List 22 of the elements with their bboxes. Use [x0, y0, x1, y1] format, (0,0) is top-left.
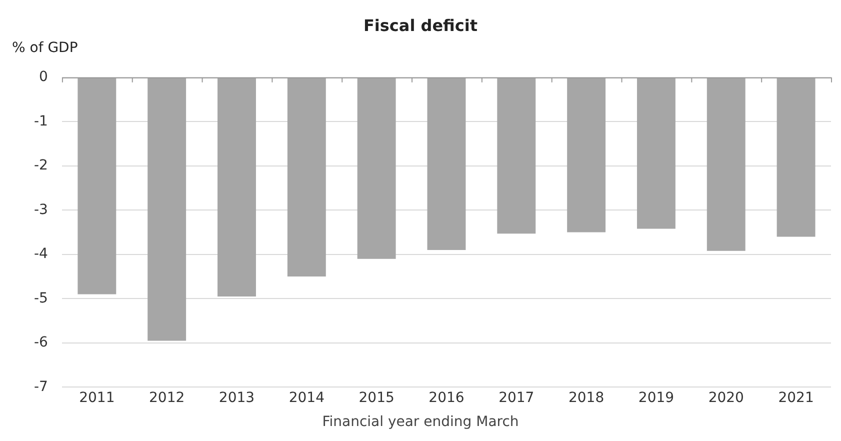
- x-tick-label: 2016: [428, 390, 464, 406]
- chart-title: Fiscal deficit: [362, 16, 479, 35]
- x-tick-label: 2012: [149, 390, 185, 406]
- y-tick-label: -3: [34, 202, 48, 218]
- x-tick-label: 2015: [358, 390, 394, 406]
- x-axis-title: Financial year ending March: [321, 414, 520, 430]
- x-tick-label: 2020: [708, 390, 744, 406]
- y-tick-label: -5: [34, 290, 48, 306]
- y-tick-label: -7: [34, 378, 48, 395]
- x-tick-label: 2013: [218, 390, 255, 406]
- y-tick-label: -6: [34, 334, 48, 351]
- y-tick-label: -2: [34, 158, 48, 174]
- y-axis-title: % of GDP: [12, 40, 78, 56]
- x-tick-label: 2014: [288, 390, 325, 406]
- x-tick-label: 2021: [778, 390, 814, 406]
- y-tick-label: 0: [39, 69, 48, 86]
- x-tick-label: 2011: [79, 390, 115, 406]
- x-tick-label: 2017: [498, 390, 534, 406]
- x-tick-label: 2018: [568, 390, 604, 406]
- x-tick-label: 2019: [638, 390, 674, 406]
- y-tick-label: -1: [34, 113, 48, 130]
- y-tick-label: -4: [34, 246, 48, 262]
